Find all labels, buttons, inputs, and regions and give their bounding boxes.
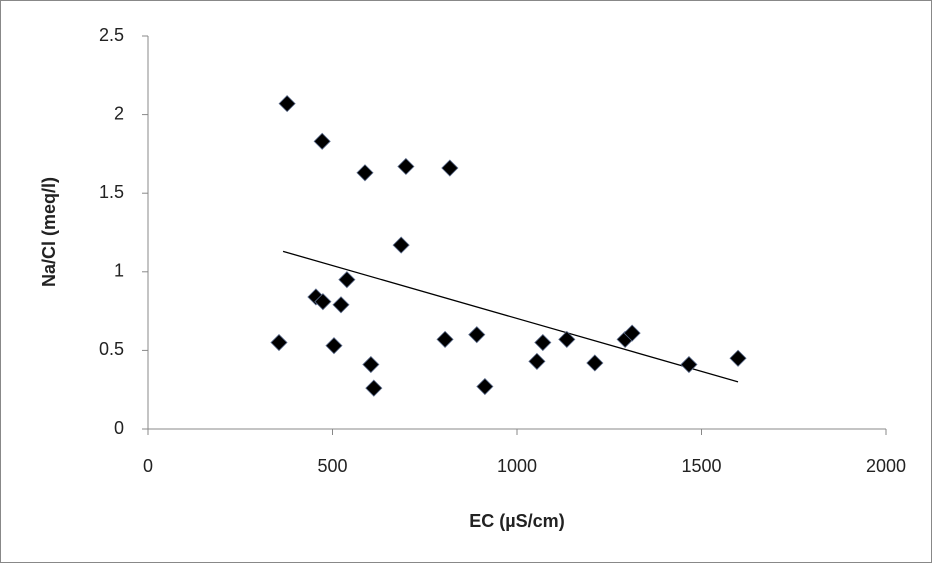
point [729, 349, 747, 367]
x-tick-label: 0 [143, 456, 153, 476]
point [528, 352, 546, 370]
point [534, 333, 552, 352]
point [325, 337, 343, 355]
x-tick-label: 500 [317, 456, 347, 476]
point [278, 95, 296, 113]
y-axis-title: Na/Cl (meq/l) [39, 177, 59, 287]
point [392, 236, 410, 254]
x-axis-title: EC (µS/cm) [469, 511, 564, 531]
point [356, 164, 374, 182]
point [558, 330, 576, 348]
point [314, 293, 332, 311]
y-tick-label: 1.5 [99, 182, 124, 202]
trendline [282, 250, 739, 383]
point [365, 379, 383, 397]
point [270, 333, 288, 352]
y-tick-label: 2.5 [99, 25, 124, 45]
x-tick-label: 2000 [866, 456, 906, 476]
point [338, 271, 356, 289]
point [623, 324, 641, 342]
x-tick-label: 1000 [497, 456, 537, 476]
point [362, 355, 380, 374]
point [680, 355, 698, 374]
y-tick-label: 0.5 [99, 339, 124, 359]
point [313, 132, 331, 150]
point [332, 296, 350, 314]
point [436, 330, 454, 348]
point [476, 377, 494, 396]
point [586, 354, 604, 372]
x-tick-label: 1500 [681, 456, 721, 476]
point [441, 159, 459, 177]
point [397, 157, 415, 176]
y-tick-label: 2 [114, 103, 124, 123]
y-tick-label: 1 [114, 261, 124, 281]
y-tick-label: 0 [114, 418, 124, 438]
point [468, 326, 486, 344]
